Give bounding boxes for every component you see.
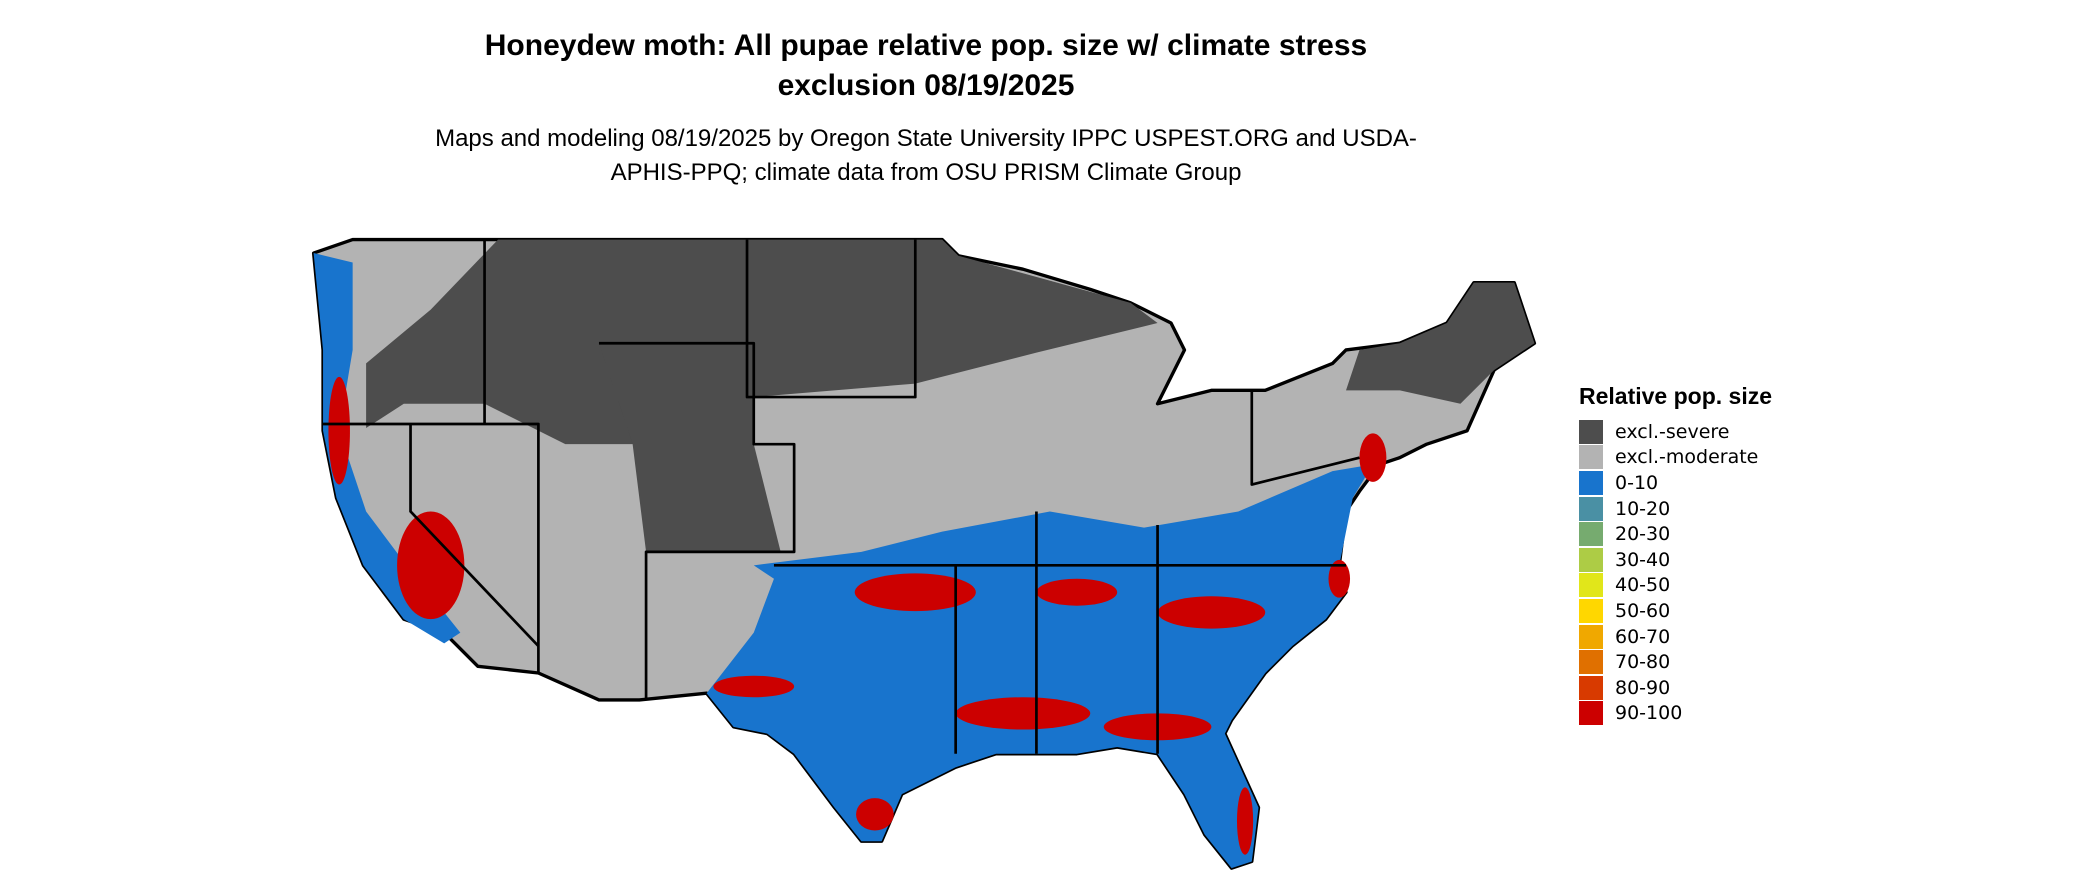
legend-label: 30-40	[1615, 548, 1671, 571]
legend-swatch	[1579, 496, 1603, 521]
severe-northeast	[1346, 282, 1535, 404]
legend-item: 70-80	[1579, 649, 1758, 675]
legend-swatch	[1579, 675, 1603, 700]
legend-item: 80-90	[1579, 675, 1758, 701]
legend-label: 10-20	[1615, 497, 1671, 520]
legend-swatch	[1579, 547, 1603, 572]
legend-item: excl.-severe	[1579, 419, 1758, 445]
legend-label: 0-10	[1615, 471, 1659, 494]
state-lines	[323, 239, 1360, 754]
blue-west-coast	[313, 253, 461, 644]
legend-swatch	[1579, 419, 1603, 444]
legend-item: excl.-moderate	[1579, 445, 1758, 471]
legend-label: 60-70	[1615, 625, 1671, 648]
severe-north	[366, 239, 1158, 445]
legend-label: 50-60	[1615, 599, 1671, 622]
legend-item: 20-30	[1579, 521, 1758, 547]
legend-label: excl.-severe	[1615, 420, 1730, 443]
legend-swatch	[1579, 624, 1603, 649]
legend-label: 90-100	[1615, 702, 1683, 725]
legend-swatch	[1579, 650, 1603, 675]
legend-item: 10-20	[1579, 496, 1758, 522]
title: Honeydew moth: All pupae relative pop. s…	[484, 29, 1368, 102]
hot-spots	[328, 376, 1387, 855]
legend-swatch	[1579, 470, 1603, 495]
severe-rockies	[598, 343, 781, 552]
legend-swatch	[1579, 445, 1603, 470]
legend-title: Relative pop. size	[1579, 383, 1773, 409]
legend-swatch	[1579, 701, 1603, 726]
legend-swatch	[1579, 522, 1603, 547]
legend-item: 30-40	[1579, 547, 1758, 573]
legend: excl.-severe excl.-moderate 0-10 10-20 20-30…	[1579, 419, 1758, 726]
legend-swatch	[1579, 598, 1603, 623]
legend-label: 20-30	[1615, 523, 1671, 546]
legend-item: 0-10	[1579, 470, 1758, 496]
legend-item: 60-70	[1579, 624, 1758, 650]
legend-item: 40-50	[1579, 573, 1758, 599]
subtitle: Maps and modeling 08/19/2025 by Oregon S…	[435, 125, 1417, 186]
legend-item: 50-60	[1579, 598, 1758, 624]
legend-label: 70-80	[1615, 651, 1671, 674]
legend-label: 80-90	[1615, 676, 1671, 699]
legend-label: 40-50	[1615, 574, 1671, 597]
legend-swatch	[1579, 573, 1603, 598]
legend-item: 90-100	[1579, 701, 1758, 727]
legend-label: excl.-moderate	[1615, 446, 1759, 469]
